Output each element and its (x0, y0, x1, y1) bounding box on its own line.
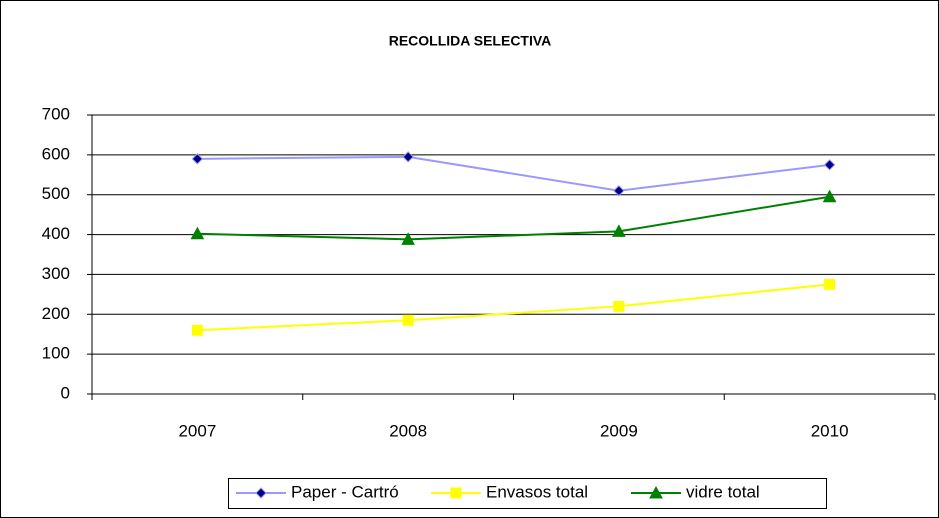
marker (613, 300, 625, 312)
y-tick-label: 500 (42, 184, 70, 203)
marker (612, 224, 626, 237)
legend-label: vidre total (686, 482, 760, 501)
x-tick-label: 2010 (811, 421, 849, 440)
marker (191, 324, 203, 336)
marker (401, 232, 415, 245)
y-tick-label: 700 (42, 104, 70, 123)
marker (191, 153, 204, 165)
series-line (197, 283, 830, 332)
marker (649, 485, 663, 499)
marker (402, 151, 414, 163)
marker (402, 314, 414, 326)
series-line (197, 155, 830, 192)
legend-box (228, 478, 827, 509)
legend-label: Envasos total (486, 482, 588, 501)
x-tick-label: 2007 (178, 421, 216, 440)
y-tick-label: 100 (42, 344, 70, 363)
legend-label: Paper - Cartró (291, 482, 399, 501)
y-tick-label: 300 (42, 264, 70, 283)
y-tick-label: 600 (42, 144, 70, 163)
series-line (197, 195, 830, 241)
marker (822, 189, 837, 203)
marker (824, 278, 836, 290)
x-tick-label: 2009 (600, 421, 638, 440)
y-tick-label: 400 (42, 224, 70, 243)
chart-title: RECOLLIDA SELECTIVA (389, 33, 552, 49)
marker (613, 185, 625, 197)
y-tick-label: 0 (61, 383, 70, 402)
marker (190, 226, 205, 240)
marker (255, 487, 267, 499)
marker (450, 487, 462, 499)
marker (823, 159, 836, 171)
y-tick-label: 200 (42, 304, 70, 323)
x-tick-label: 2008 (389, 421, 427, 440)
